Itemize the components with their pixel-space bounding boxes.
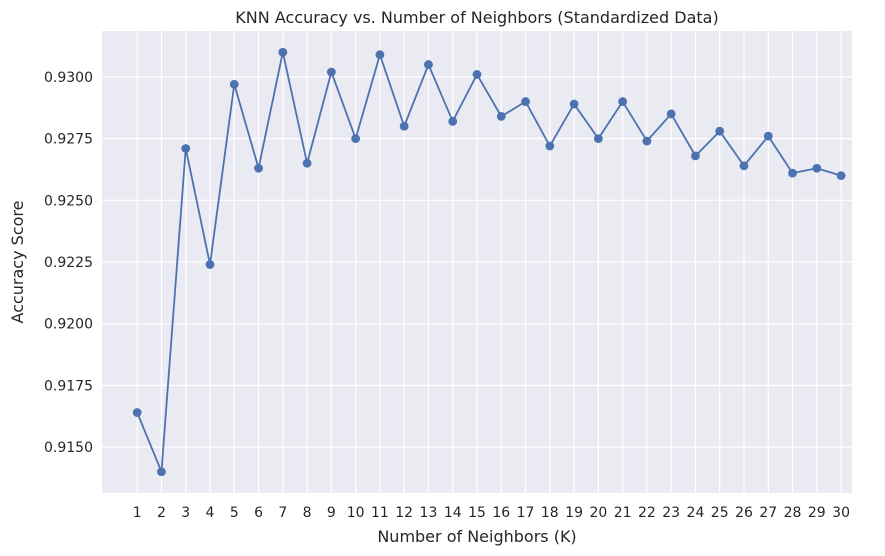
data-point (424, 60, 433, 69)
data-point (181, 144, 191, 153)
x-tick-label: 19 (565, 505, 583, 521)
data-point (326, 67, 336, 77)
data-point (448, 116, 458, 126)
x-tick-label: 25 (711, 505, 729, 521)
y-tick-label: 0.9300 (44, 70, 93, 86)
x-tick-label: 1 (133, 505, 142, 521)
data-point (278, 47, 288, 57)
data-point (229, 79, 239, 89)
y-tick-label: 0.9275 (44, 132, 93, 148)
series-line (136, 51, 842, 473)
data-point (399, 121, 409, 131)
y-axis-ticks: 0.9150 0.9175 0.9200 0.9225 0.9250 0.9275 0.93… (44, 70, 93, 456)
data-point (593, 134, 603, 144)
x-tick-label: 5 (230, 505, 239, 521)
x-tick-label: 10 (347, 505, 365, 521)
x-tick-label: 26 (735, 505, 753, 521)
data-point (836, 171, 846, 181)
data-point (812, 163, 822, 173)
y-tick-label: 0.9150 (44, 440, 93, 456)
x-tick-label: 11 (371, 505, 389, 521)
data-point (157, 467, 166, 477)
x-tick-label: 13 (420, 505, 438, 521)
y-tick-label: 0.9175 (44, 378, 93, 394)
x-tick-label: 3 (181, 505, 190, 521)
x-tick-label: 22 (638, 505, 656, 521)
x-tick-label: 30 (832, 505, 850, 521)
data-point (691, 151, 700, 161)
x-tick-label: 9 (327, 505, 336, 521)
x-axis-label: Number of Neighbors (K) (377, 527, 576, 546)
x-tick-label: 24 (687, 505, 705, 521)
data-point (569, 99, 579, 109)
data-point (666, 109, 676, 119)
x-tick-label: 14 (444, 505, 462, 521)
data-point (715, 126, 725, 136)
data-point (472, 70, 482, 79)
data-point (788, 168, 797, 178)
x-tick-label: 21 (614, 505, 632, 521)
data-point (375, 50, 385, 60)
y-axis-label: Accuracy Score (8, 201, 27, 324)
x-tick-label: 17 (517, 505, 535, 521)
x-tick-label: 23 (662, 505, 680, 521)
x-tick-label: 20 (589, 505, 607, 521)
x-tick-label: 15 (468, 505, 486, 521)
data-point (254, 163, 263, 173)
chart-title: KNN Accuracy vs. Number of Neighbors (St… (235, 8, 718, 27)
y-tick-label: 0.9225 (44, 255, 93, 271)
data-point (351, 134, 361, 144)
series-layer (132, 47, 846, 477)
x-tick-label: 7 (278, 505, 287, 521)
x-tick-label: 16 (492, 505, 510, 521)
data-point (302, 158, 312, 168)
data-point (618, 97, 628, 106)
x-tick-label: 8 (303, 505, 312, 521)
x-tick-label: 4 (206, 505, 215, 521)
y-tick-label: 0.9200 (44, 317, 93, 333)
data-point (521, 97, 530, 106)
y-tick-label: 0.9250 (44, 193, 93, 209)
x-tick-label: 2 (157, 505, 166, 521)
data-point (205, 260, 215, 269)
data-point (132, 408, 142, 417)
data-point (642, 136, 652, 146)
data-point (763, 131, 773, 141)
x-tick-label: 29 (808, 505, 826, 521)
x-axis-ticks: 1 2 3 4 5 6 7 8 9 10 11 12 13 14 15 16 17 18 19 20 21 22 23 24 2… (133, 505, 850, 521)
data-point (545, 141, 555, 151)
x-tick-label: 12 (395, 505, 413, 521)
x-tick-label: 18 (541, 505, 559, 521)
data-point (739, 161, 749, 171)
x-tick-label: 6 (254, 505, 263, 521)
data-point (496, 111, 506, 121)
x-tick-label: 27 (759, 505, 777, 521)
x-tick-label: 28 (784, 505, 802, 521)
